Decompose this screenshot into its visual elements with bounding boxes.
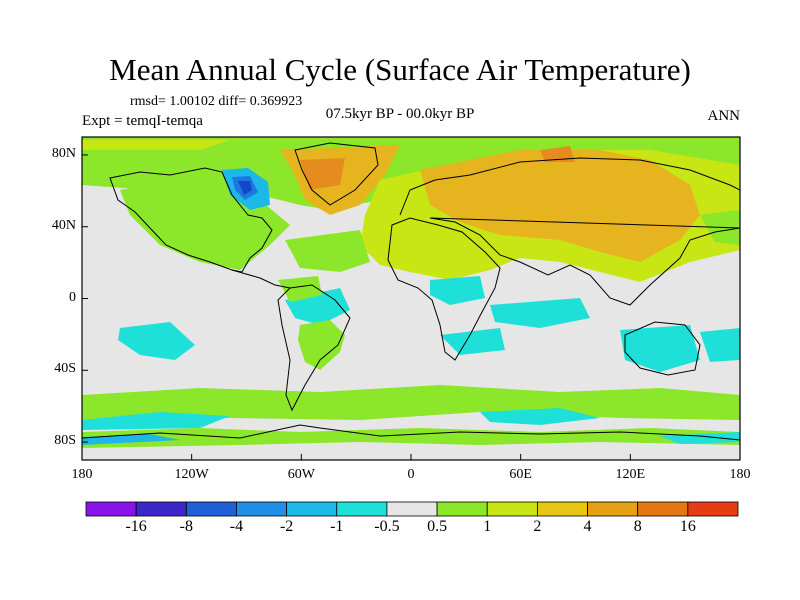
lon-label: 180	[71, 467, 93, 482]
colorbar-label: 8	[633, 518, 642, 535]
colorbar-swatch	[536, 501, 588, 517]
colorbar-label: 1	[483, 518, 492, 535]
field-hudson-bay-coldest	[238, 181, 252, 195]
coast-africa	[387, 217, 501, 361]
colorbar-label: 0.5	[427, 518, 448, 535]
field-south-pacific-cool	[118, 322, 195, 360]
experiment-label: Expt = temqI-temqa	[82, 113, 203, 129]
coast-central-america	[231, 269, 291, 289]
colorbar-label: -4	[229, 518, 244, 535]
field-southern-ocean-green	[82, 385, 740, 420]
field-australia-cool	[620, 325, 700, 372]
field-south-america-green	[298, 320, 345, 370]
lat-label: 0	[69, 289, 76, 305]
chart-title: Mean Annual Cycle (Surface Air Temperatu…	[109, 52, 691, 87]
coastlines	[82, 142, 740, 441]
period-label: 07.5kyr BP - 00.0kyr BP	[325, 106, 475, 122]
colorbar-swatch	[486, 501, 538, 517]
lon-label: 120E	[615, 467, 646, 482]
colorbar-swatch	[386, 501, 438, 517]
colorbar-label: -0.5	[374, 518, 400, 535]
field-greenland-hot	[300, 158, 345, 190]
anomaly-field	[82, 137, 740, 448]
field-eurasia-orange	[420, 150, 700, 262]
lon-label: 180	[729, 467, 751, 482]
coast-north-america	[109, 167, 273, 273]
colorbar-swatch	[336, 501, 388, 517]
field-tasman-cool	[700, 328, 740, 362]
rmsd-diff-stats: rmsd= 1.00102 diff= 0.369923	[130, 94, 303, 109]
field-southern-ocean-cool-east	[480, 408, 600, 425]
axis-ticks	[81, 154, 741, 460]
colorbar-swatch	[85, 501, 137, 517]
colorbar-swatch	[185, 501, 237, 517]
lat-label: 40S	[54, 361, 76, 377]
colorbar-swatch	[687, 501, 739, 517]
coast-eurasia	[399, 157, 740, 306]
lon-label: 60E	[509, 467, 532, 482]
colorbar-swatch	[436, 501, 488, 517]
field-south-africa-cool	[440, 328, 505, 355]
season-label: ANN	[707, 108, 741, 124]
field-caribbean-green	[278, 276, 322, 302]
colorbar-swatch	[286, 501, 338, 517]
field-atlantic-green	[285, 230, 370, 272]
field-africa-cool	[430, 276, 485, 305]
colorbar-label: 2	[533, 518, 542, 535]
coast-south-america	[277, 284, 351, 412]
field-indian-ocean-cool	[490, 298, 590, 328]
coast-greenland	[294, 142, 379, 206]
colorbar-swatch	[135, 501, 187, 517]
lon-label: 60W	[287, 467, 315, 482]
colorbar-label: 4	[583, 518, 592, 535]
colorbar	[85, 501, 739, 517]
colorbar-label: -8	[179, 518, 193, 535]
colorbar-swatch	[637, 501, 689, 517]
field-arctic-yellow-west	[82, 140, 230, 150]
lat-label: 80N	[51, 145, 76, 161]
colorbar-label: -1	[330, 518, 344, 535]
field-southern-ocean-cool-west	[82, 412, 230, 430]
colorbar-swatch	[236, 501, 288, 517]
lat-label: 80S	[54, 433, 76, 449]
colorbar-label: -16	[125, 518, 147, 535]
lon-label: 0	[407, 467, 415, 482]
coast-antarctica	[82, 424, 740, 441]
coast-australia	[624, 321, 701, 376]
lat-label: 40N	[51, 217, 76, 233]
lon-label: 120W	[174, 467, 209, 482]
colorbar-swatch	[587, 501, 639, 517]
field-siberia-hot	[540, 146, 575, 162]
colorbar-label: 16	[679, 518, 696, 535]
colorbar-label: -2	[279, 518, 294, 535]
